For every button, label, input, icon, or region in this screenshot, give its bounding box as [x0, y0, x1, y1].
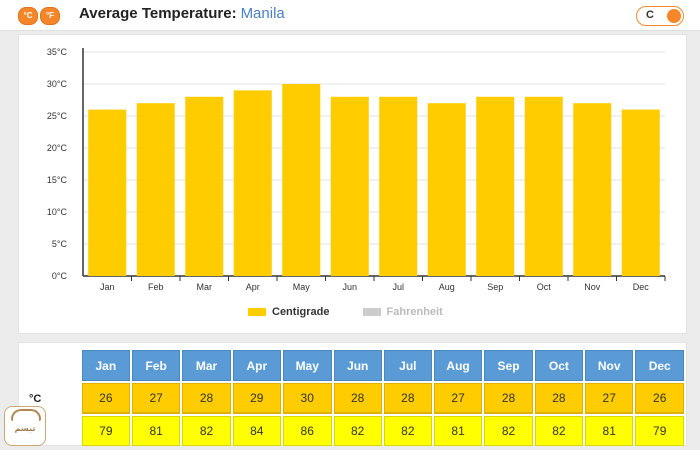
celsius-cell-may: 30: [282, 383, 332, 414]
fahrenheit-cell-dec: 79: [635, 416, 684, 446]
fahrenheit-cell-may: 86: [282, 416, 332, 446]
celsius-cell-dec: 26: [635, 383, 684, 414]
fahrenheit-cell-apr: 84: [232, 416, 281, 446]
fahrenheit-cell-jun: 82: [333, 416, 382, 446]
chart-legend: Centigrade Fahrenheit: [248, 306, 473, 318]
month-header-sep: Sep: [484, 350, 533, 381]
celsius-badge[interactable]: °C: [18, 7, 38, 25]
celsius-cell-oct: 28: [534, 383, 583, 414]
y-tick-label: 15°C: [47, 175, 68, 185]
legend-label-centigrade: Centigrade: [272, 306, 330, 318]
x-tick-label: Jul: [392, 282, 404, 292]
x-tick-label: Oct: [537, 282, 552, 292]
bar-feb: [136, 103, 175, 276]
fahrenheit-cell-jan: 79: [81, 416, 130, 446]
celsius-cell-nov: 27: [584, 383, 634, 414]
fahrenheit-badge[interactable]: °F: [40, 7, 60, 25]
y-tick-label: 10°C: [47, 207, 68, 217]
bar-aug: [427, 103, 466, 276]
celsius-cell-aug: 27: [433, 383, 483, 414]
legend-label-fahrenheit: Fahrenheit: [386, 306, 443, 318]
header-bar: °C °F Average Temperature: Manila C: [0, 0, 700, 31]
y-tick-label: 5°C: [52, 239, 68, 249]
chart-panel: 0°C 5°C 10°C 15°C 20°C 25°C 30°C 35°C Jan Feb Mar A…: [18, 34, 687, 334]
corner-cell: [21, 350, 80, 381]
bar-dec: [621, 109, 660, 276]
celsius-cell-mar: 28: [182, 383, 231, 414]
bar-may: [282, 84, 321, 276]
x-tick-label: Nov: [584, 282, 601, 292]
y-tick-label: 20°C: [47, 143, 68, 153]
x-tick-label: Jun: [342, 282, 357, 292]
month-header-jun: Jun: [333, 350, 382, 381]
month-header-row: Jan Feb Mar Apr May Jun Jul Aug Sep Oct Nov Dec: [21, 350, 684, 381]
celsius-cell-jan: 26: [81, 383, 130, 414]
toggle-knob: [667, 9, 681, 23]
fahrenheit-cell-oct: 82: [534, 416, 583, 446]
y-tick-label: 35°C: [47, 47, 68, 57]
fahrenheit-cell-jul: 82: [383, 416, 432, 446]
bar-apr: [233, 90, 272, 277]
month-header-oct: Oct: [534, 350, 583, 381]
logo: تبسم: [4, 406, 46, 446]
month-header-jan: Jan: [81, 350, 130, 381]
celsius-cell-feb: 27: [131, 383, 181, 414]
bar-oct: [524, 96, 563, 276]
city-link[interactable]: Manila: [240, 5, 285, 22]
legend-item-centigrade[interactable]: Centigrade: [248, 306, 329, 318]
x-tick-label: Dec: [633, 282, 650, 292]
table-panel: Jan Feb Mar Apr May Jun Jul Aug Sep Oct Nov Dec °C …: [18, 342, 687, 446]
fahrenheit-cell-nov: 81: [584, 416, 634, 446]
unit-toggle-label: C: [646, 9, 654, 21]
x-tick-label: Sep: [487, 282, 503, 292]
month-header-dec: Dec: [635, 350, 684, 381]
x-tick-label: Mar: [197, 282, 213, 292]
unit-toggle[interactable]: C: [636, 6, 684, 26]
celsius-row-label: °C: [29, 392, 42, 405]
bar-jul: [379, 96, 418, 276]
bar-jan: [88, 109, 127, 276]
celsius-cell-jun: 28: [333, 383, 382, 414]
x-tick-label: Jan: [100, 282, 115, 292]
bar-mar: [185, 96, 224, 276]
celsius-cell-sep: 28: [484, 383, 533, 414]
month-header-may: May: [282, 350, 332, 381]
y-tick-label: 25°C: [47, 111, 68, 121]
x-tick-label: Feb: [148, 282, 164, 292]
fahrenheit-cell-feb: 81: [131, 416, 181, 446]
fahrenheit-cell-mar: 82: [182, 416, 231, 446]
y-tick-label: 30°C: [47, 79, 68, 89]
temperature-chart: 0°C 5°C 10°C 15°C 20°C 25°C 30°C 35°C Jan Feb Mar A…: [47, 47, 666, 292]
title-prefix: Average Temperature:: [79, 5, 237, 22]
page-title: Average Temperature: Manila: [79, 5, 285, 22]
month-header-apr: Apr: [232, 350, 281, 381]
y-tick-label: 0°C: [52, 271, 68, 281]
fahrenheit-cell-aug: 81: [433, 416, 483, 446]
celsius-cell-apr: 29: [232, 383, 281, 414]
bar-sep: [476, 96, 515, 276]
fahrenheit-cell-sep: 82: [484, 416, 533, 446]
legend-swatch-fahrenheit: [362, 308, 381, 317]
bar-nov: [573, 103, 612, 276]
legend-swatch-centigrade: [248, 308, 266, 317]
month-header-mar: Mar: [182, 350, 231, 381]
x-tick-label: Apr: [246, 282, 260, 292]
month-header-aug: Aug: [433, 350, 483, 381]
x-tick-label: May: [293, 282, 311, 292]
celsius-row: °C 26 27 28 29 30 28 28 27 28 28 27 26: [21, 383, 684, 414]
legend-item-fahrenheit[interactable]: Fahrenheit: [362, 306, 443, 318]
logo-ring-icon: [11, 409, 41, 421]
month-header-jul: Jul: [383, 350, 432, 381]
logo-word: تبسم: [14, 424, 36, 433]
bar-jun: [330, 96, 369, 276]
month-header-nov: Nov: [584, 350, 634, 381]
celsius-cell-jul: 28: [383, 383, 432, 414]
month-header-feb: Feb: [131, 350, 181, 381]
x-tick-label: Aug: [439, 282, 455, 292]
temperature-table: Jan Feb Mar Apr May Jun Jul Aug Sep Oct Nov Dec °C …: [19, 350, 686, 446]
